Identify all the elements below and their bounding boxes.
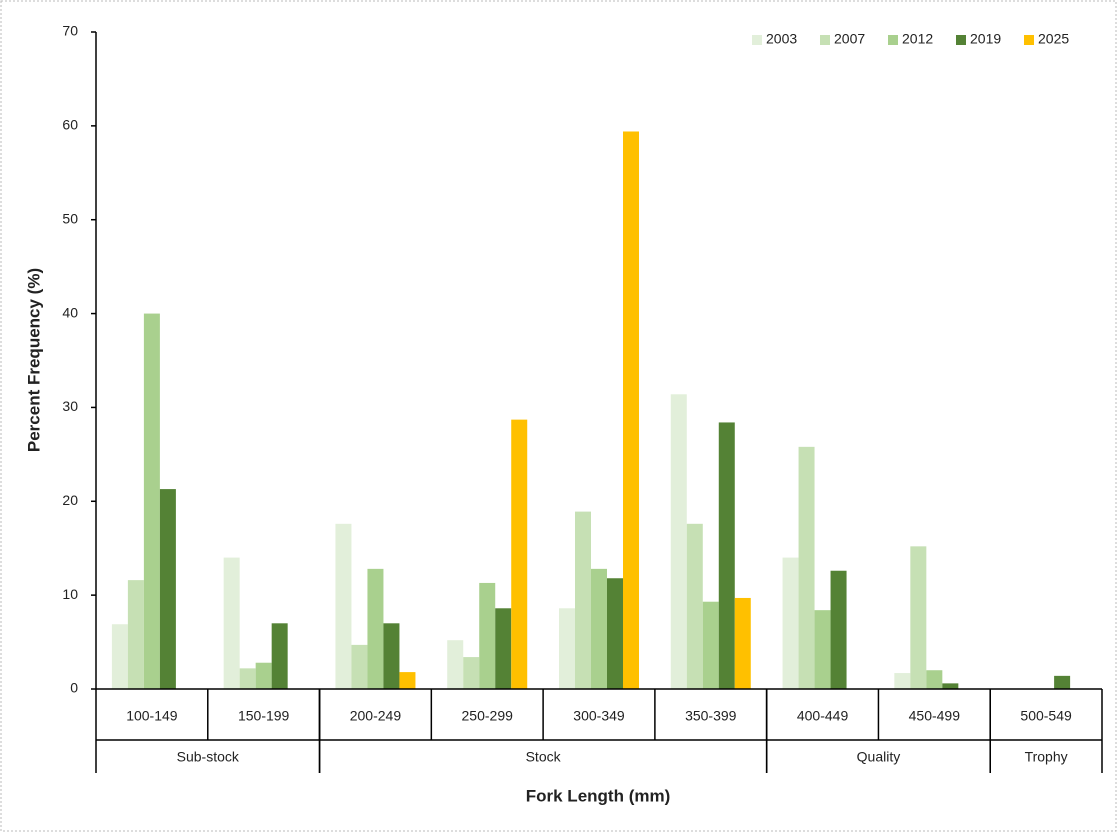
bar [894, 673, 911, 689]
bar [702, 601, 719, 689]
legend-swatch [820, 35, 830, 45]
bar [942, 683, 959, 689]
y-tick-label: 30 [62, 398, 78, 414]
y-tick-label: 0 [70, 680, 78, 696]
bar [734, 597, 751, 689]
y-tick-label: 60 [62, 117, 78, 133]
bar [575, 511, 591, 689]
bar [591, 568, 607, 689]
legend-swatch [888, 35, 898, 45]
bar [607, 578, 623, 689]
y-tick-label: 20 [62, 492, 78, 508]
bar [271, 623, 288, 689]
bar [367, 568, 384, 689]
bar [239, 668, 256, 689]
x-tick-label: 450-499 [909, 708, 961, 724]
bar [910, 546, 927, 689]
bar [127, 580, 144, 689]
bar [351, 644, 368, 689]
bar [559, 608, 575, 689]
bar [223, 557, 240, 689]
bar [463, 657, 480, 689]
legend-label: 2012 [902, 31, 933, 47]
bar [159, 489, 176, 689]
bar [447, 640, 464, 689]
bar [479, 582, 496, 689]
x-tick-label: 400-449 [797, 708, 849, 724]
x-tick-label: 100-149 [126, 708, 178, 724]
y-tick-label: 70 [62, 23, 78, 39]
bar [383, 623, 400, 689]
x-tick-label: 250-299 [462, 708, 514, 724]
y-tick-label: 10 [62, 586, 78, 602]
bar [335, 523, 352, 689]
bar [798, 446, 815, 689]
y-axis-title: Percent Frequency (%) [24, 268, 43, 452]
bar [623, 131, 639, 689]
y-tick-label: 40 [62, 304, 78, 320]
legend-swatch [1024, 35, 1034, 45]
bar [399, 672, 416, 689]
bar [926, 670, 943, 689]
legend-swatch [956, 35, 966, 45]
bar [1054, 675, 1071, 689]
bar [814, 610, 831, 689]
bar [143, 313, 160, 689]
group-label: Trophy [1025, 749, 1068, 765]
bar [830, 570, 847, 689]
x-tick-label: 350-399 [685, 708, 737, 724]
bar [495, 608, 512, 689]
group-label: Sub-stock [177, 749, 240, 765]
group-label: Stock [526, 749, 562, 765]
y-tick-label: 50 [62, 210, 78, 226]
x-tick-label: 500-549 [1020, 708, 1072, 724]
bar [782, 557, 799, 689]
legend-label: 2007 [834, 31, 865, 47]
bar [111, 624, 128, 689]
x-tick-label: 200-249 [350, 708, 402, 724]
bar [686, 523, 703, 689]
group-label: Quality [857, 749, 901, 765]
legend-swatch [752, 35, 762, 45]
bar [718, 422, 735, 689]
x-axis-title: Fork Length (mm) [526, 786, 671, 805]
legend-label: 2019 [970, 31, 1001, 47]
x-tick-label: 150-199 [238, 708, 290, 724]
legend-label: 2003 [766, 31, 797, 47]
bar [511, 419, 528, 689]
legend-label: 2025 [1038, 31, 1069, 47]
bar [255, 662, 272, 689]
x-tick-label: 300-349 [573, 708, 625, 724]
bar [670, 394, 687, 689]
